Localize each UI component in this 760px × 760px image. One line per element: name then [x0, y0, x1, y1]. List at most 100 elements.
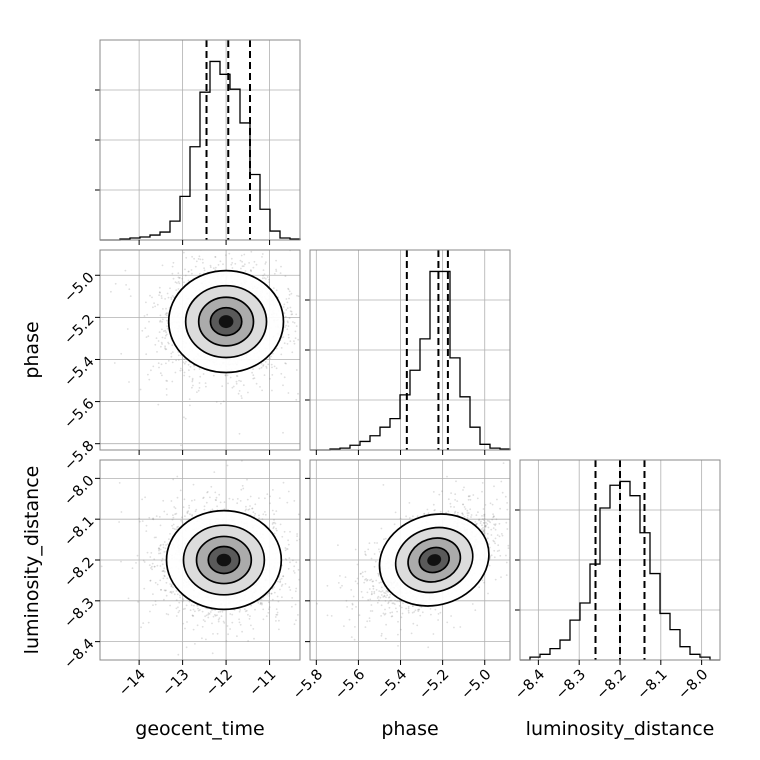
- sample-point: [268, 606, 271, 609]
- sample-point: [166, 312, 169, 314]
- sample-point: [268, 592, 271, 595]
- sample-point: [278, 628, 280, 631]
- sample-point: [209, 266, 212, 269]
- sample-point: [268, 278, 270, 281]
- sample-point: [125, 284, 127, 286]
- sample-point: [191, 255, 194, 258]
- sample-point: [267, 363, 270, 366]
- sample-point: [279, 272, 282, 274]
- joint-geocent-time-phase: [95, 246, 329, 455]
- sample-point: [232, 498, 234, 501]
- sample-point: [238, 379, 241, 382]
- sample-point: [164, 313, 167, 316]
- sample-point: [278, 619, 280, 622]
- sample-point: [191, 379, 194, 381]
- sample-point: [182, 622, 185, 625]
- sample-point: [222, 263, 224, 266]
- sample-point: [283, 530, 286, 533]
- sample-point: [154, 343, 157, 346]
- sample-point: [266, 276, 269, 278]
- sample-point: [266, 493, 269, 496]
- sample-point: [288, 586, 291, 589]
- sample-point: [322, 322, 324, 324]
- sample-point: [163, 551, 166, 553]
- sample-point: [190, 604, 193, 607]
- sample-point: [241, 484, 244, 487]
- sample-point: [282, 575, 285, 578]
- sample-point: [166, 292, 169, 295]
- sample-point: [270, 592, 273, 595]
- sample-point: [212, 246, 214, 248]
- sample-point: [269, 495, 271, 498]
- sample-point: [212, 267, 215, 270]
- sample-point: [297, 513, 300, 516]
- sample-point: [181, 521, 184, 524]
- sample-point: [204, 382, 207, 384]
- sample-point: [303, 579, 305, 581]
- sample-point: [273, 272, 276, 275]
- histogram-step: [100, 60, 301, 241]
- sample-point: [158, 549, 160, 552]
- sample-point: [191, 514, 194, 516]
- sample-point: [264, 511, 266, 513]
- sample-point: [280, 585, 283, 587]
- sample-point: [175, 599, 178, 601]
- sample-point: [228, 497, 231, 500]
- sample-point: [161, 264, 164, 267]
- sample-point: [289, 589, 292, 591]
- sample-point: [183, 281, 185, 284]
- sample-point: [327, 306, 329, 308]
- sample-point: [281, 583, 284, 586]
- sample-point: [167, 342, 170, 345]
- sample-point: [164, 547, 167, 550]
- sample-point: [197, 607, 199, 610]
- sample-point: [172, 516, 175, 519]
- sample-point: [164, 337, 167, 339]
- sample-point: [183, 416, 185, 419]
- sample-point: [198, 387, 201, 389]
- sample-point: [189, 609, 192, 612]
- sample-point: [249, 495, 252, 498]
- sample-point: [301, 325, 303, 327]
- sample-point: [163, 589, 166, 592]
- sample-point: [294, 330, 297, 333]
- sample-point: [192, 608, 195, 611]
- sample-point: [262, 364, 265, 366]
- sample-point: [258, 514, 260, 517]
- sample-point: [232, 385, 235, 388]
- sample-point: [164, 345, 167, 348]
- sample-point: [271, 598, 274, 601]
- sample-point: [182, 598, 185, 600]
- sample-point: [198, 368, 201, 370]
- sample-point: [184, 627, 186, 630]
- sample-point: [262, 365, 264, 367]
- sample-point: [202, 373, 205, 375]
- sample-point: [170, 583, 173, 586]
- sample-point: [177, 653, 180, 656]
- sample-point: [161, 563, 164, 566]
- sample-point: [276, 613, 279, 616]
- sample-point: [225, 640, 228, 643]
- sample-point: [184, 515, 186, 517]
- sample-point: [235, 380, 238, 383]
- sample-point: [187, 270, 190, 273]
- sample-point: [260, 362, 263, 365]
- sample-point: [262, 513, 265, 516]
- sample-point: [240, 380, 242, 383]
- sample-point: [303, 328, 305, 330]
- sample-point: [219, 501, 222, 504]
- sample-point: [285, 559, 288, 561]
- sample-point: [286, 307, 289, 309]
- sample-point: [262, 274, 264, 277]
- sample-point: [289, 340, 292, 343]
- sample-point: [158, 516, 161, 518]
- sample-point: [306, 363, 308, 365]
- sample-point: [275, 367, 278, 370]
- sample-point: [185, 360, 187, 363]
- sample-point: [144, 327, 147, 329]
- sample-point: [114, 282, 117, 285]
- sample-point: [284, 558, 287, 560]
- sample-point: [248, 508, 251, 511]
- sample-point: [264, 513, 267, 516]
- sample-point: [301, 564, 303, 566]
